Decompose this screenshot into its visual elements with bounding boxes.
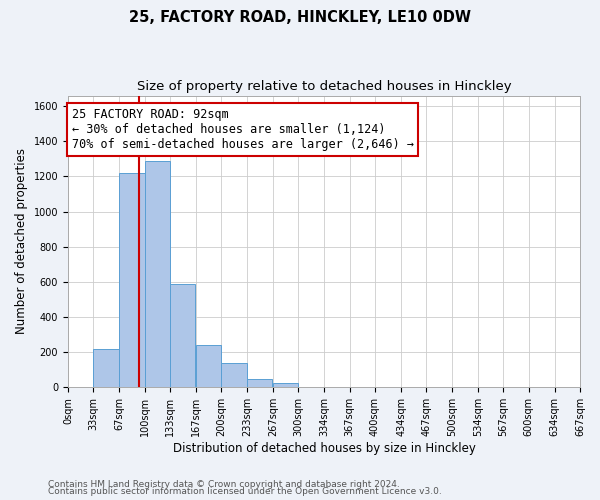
Text: 25 FACTORY ROAD: 92sqm
← 30% of detached houses are smaller (1,124)
70% of semi-: 25 FACTORY ROAD: 92sqm ← 30% of detached…: [72, 108, 414, 151]
Bar: [247, 378, 272, 388]
Y-axis label: Number of detached properties: Number of detached properties: [15, 148, 28, 334]
Text: Contains HM Land Registry data © Crown copyright and database right 2024.: Contains HM Land Registry data © Crown c…: [48, 480, 400, 489]
Bar: [273, 383, 298, 388]
Title: Size of property relative to detached houses in Hinckley: Size of property relative to detached ho…: [137, 80, 511, 93]
Bar: [196, 345, 221, 388]
Bar: [119, 173, 145, 388]
Text: Contains public sector information licensed under the Open Government Licence v3: Contains public sector information licen…: [48, 488, 442, 496]
Bar: [221, 362, 247, 388]
Text: 25, FACTORY ROAD, HINCKLEY, LE10 0DW: 25, FACTORY ROAD, HINCKLEY, LE10 0DW: [129, 10, 471, 25]
Bar: [170, 284, 196, 388]
Bar: [93, 348, 119, 388]
Bar: [145, 160, 170, 388]
X-axis label: Distribution of detached houses by size in Hinckley: Distribution of detached houses by size …: [173, 442, 475, 455]
